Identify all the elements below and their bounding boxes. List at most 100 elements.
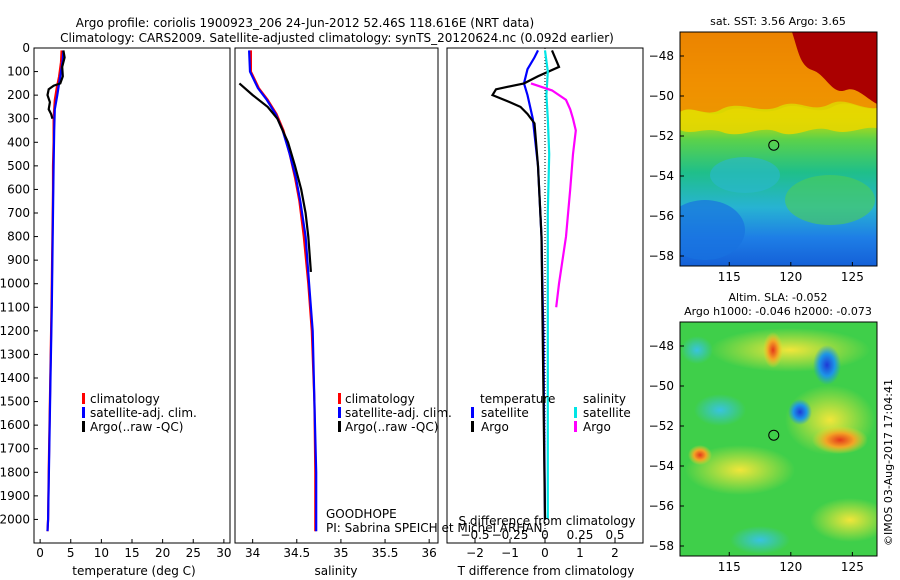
legend-label-temp-argo: Argo — [481, 420, 509, 434]
legend-label-argo: Argo(..raw -QC) — [90, 420, 183, 434]
y-tick-label: 0 — [22, 41, 30, 55]
y-tick-label: 1600 — [0, 418, 30, 432]
difference-xlabel: T difference from climatology — [457, 564, 635, 578]
y-tick-label: 1900 — [0, 489, 30, 503]
series-line-salinity-argo — [530, 82, 577, 308]
legend-label-satellite: satellite-adj. clim. — [345, 406, 452, 420]
temperature-series — [46, 50, 66, 532]
map-x-tick-label: 115 — [718, 270, 741, 284]
legend-label-climatology: climatology — [345, 392, 415, 406]
map-y-tick-label: −58 — [649, 539, 674, 553]
series-line-argo-raw-qc — [238, 82, 312, 272]
map-x-tick-label: 120 — [779, 560, 802, 574]
x-tick-label: −2 — [466, 546, 484, 560]
series-line-temperature-argo — [490, 49, 561, 520]
y-tick-label: 200 — [7, 88, 30, 102]
legend-swatch-argo — [338, 421, 341, 432]
legend-swatch-sal-argo — [574, 421, 577, 432]
x-tick-label: 35 — [333, 546, 348, 560]
temperature-xlabel: temperature (deg C) — [72, 564, 195, 578]
salinity-xlabel: salinity — [314, 564, 357, 578]
legend-swatch-sal-satellite — [574, 407, 577, 418]
salinity-x-ticks: 34 34.5 35 35.5 36 — [245, 539, 437, 560]
y-tick-label: 1300 — [0, 347, 30, 361]
legend-swatch-climatology — [82, 393, 85, 404]
x-tick-label: 35.5 — [372, 546, 399, 560]
sla-map-ticks: 115 120 125 −48 −50 −52 −54 −56 −58 — [649, 339, 864, 574]
x-tick-label: 1 — [576, 546, 584, 560]
map-y-tick-label: −56 — [649, 499, 674, 513]
map-x-tick-label: 115 — [718, 560, 741, 574]
map-y-tick-label: −50 — [649, 379, 674, 393]
map-x-tick-label: 120 — [779, 270, 802, 284]
legend-swatch-satellite — [338, 407, 341, 418]
top-tick-label: −0.25 — [492, 528, 529, 542]
y-tick-label: 400 — [7, 135, 30, 149]
legend-label-climatology: climatology — [90, 392, 160, 406]
y-tick-label: 1500 — [0, 395, 30, 409]
sst-map-title: sat. SST: 3.56 Argo: 3.65 — [710, 15, 846, 28]
legend-swatch-temp-argo — [471, 421, 474, 432]
figure-title-line1: Argo profile: coriolis 1900923_206 24-Ju… — [76, 16, 534, 30]
y-tick-label: 1400 — [0, 371, 30, 385]
x-tick-label: 10 — [94, 546, 109, 560]
sst-hot-region — [792, 32, 877, 104]
salinity-axes — [234, 47, 439, 544]
sla-heatmap — [680, 322, 877, 556]
top-tick-label: −0.5 — [460, 528, 489, 542]
salinity-series — [238, 50, 318, 532]
legend-swatch-climatology — [338, 393, 341, 404]
figure-title-line2: Climatology: CARS2009. Satellite-adjuste… — [60, 31, 614, 45]
temperature-x-ticks: 0 5 10 15 20 25 30 — [36, 539, 232, 560]
series-line-climatology — [249, 50, 317, 532]
x-tick-label: 5 — [67, 546, 75, 560]
sst-yellow-band — [680, 103, 877, 135]
legend-label-argo: Argo(..raw -QC) — [345, 420, 438, 434]
difference-series — [490, 49, 577, 520]
sla-map-frame — [679, 321, 878, 557]
x-tick-label: −1 — [501, 546, 519, 560]
temperature-y-ticks: 0 100 200 300 400 500 600 700 800 900 1000 1100 1200… — [0, 41, 38, 526]
x-tick-label: 30 — [216, 546, 231, 560]
top-tick-label: 0.25 — [567, 528, 594, 542]
sla-yellow-patch — [810, 498, 877, 542]
salinity-legend: climatology satellite-adj. clim. Argo(..… — [338, 392, 452, 434]
legend-label-temp-satellite: satellite — [481, 406, 529, 420]
y-tick-label: 1200 — [0, 324, 30, 338]
map-x-tick-label: 125 — [841, 560, 864, 574]
y-tick-label: 2000 — [0, 512, 30, 526]
legend-swatch-satellite — [82, 407, 85, 418]
top-tick-label: 0.5 — [605, 528, 624, 542]
legend-heading-temperature: temperature — [480, 392, 555, 406]
credit-label: ©IMOS 03-Aug-2017 17:04:41 — [882, 379, 895, 546]
map-y-tick-label: −58 — [649, 249, 674, 263]
x-tick-label: 0 — [541, 546, 549, 560]
difference-top-label: S difference from climatology — [459, 514, 636, 528]
sla-high-eddy — [688, 445, 712, 465]
series-line-salinity-satellite — [543, 50, 551, 520]
sst-map-ticks: 115 120 125 −48 −50 −52 −54 −56 −58 — [649, 49, 864, 284]
temperature-legend: climatology satellite-adj. clim. Argo(..… — [82, 392, 197, 434]
y-tick-label: 100 — [7, 65, 30, 79]
y-tick-label: 1800 — [0, 465, 30, 479]
sst-cyan-patch — [710, 157, 780, 193]
sla-low-eddy — [681, 336, 713, 364]
legend-label-satellite: satellite-adj. clim. — [90, 406, 197, 420]
map-y-tick-label: −54 — [649, 169, 674, 183]
sla-map-title: Altim. SLA: -0.052 — [728, 291, 827, 304]
legend-swatch-argo — [82, 421, 85, 432]
legend-heading-salinity: salinity — [583, 392, 626, 406]
legend-label-sal-satellite: satellite — [583, 406, 631, 420]
series-line-satellite-adj-clim — [46, 50, 65, 532]
y-tick-label: 700 — [7, 206, 30, 220]
x-tick-label: 15 — [124, 546, 139, 560]
x-tick-label: 36 — [422, 546, 437, 560]
y-tick-label: 500 — [7, 159, 30, 173]
y-tick-label: 900 — [7, 253, 30, 267]
sla-low-eddy — [788, 399, 812, 425]
sla-yellow-patch — [710, 328, 870, 372]
y-tick-label: 1700 — [0, 442, 30, 456]
map-y-tick-label: −52 — [649, 419, 674, 433]
x-tick-label: 25 — [186, 546, 201, 560]
y-tick-label: 600 — [7, 182, 30, 196]
